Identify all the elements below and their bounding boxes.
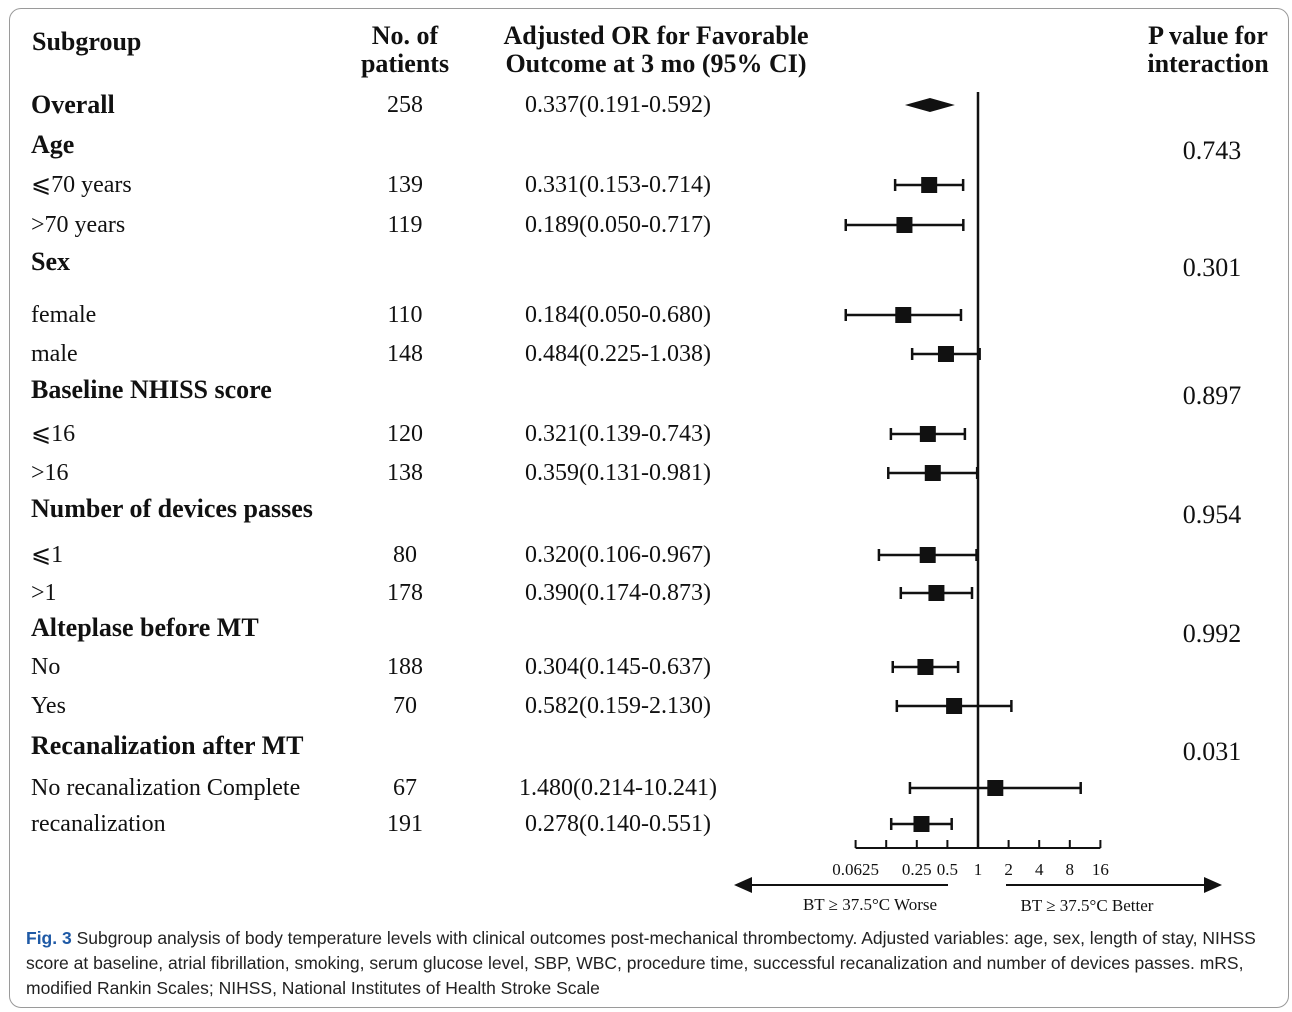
subgroup-heading: Overall (31, 90, 115, 119)
subgroup-heading: Age (31, 130, 75, 159)
better-arrow-head (1204, 877, 1222, 893)
patient-count: 138 (387, 460, 423, 486)
x-tick-label: 8 (1066, 860, 1075, 879)
point-estimate (913, 816, 930, 832)
header-patients-line1: No. of (371, 21, 439, 50)
header-or: Adjusted OR for Favorable Outcome at 3 m… (478, 22, 834, 78)
point-estimate (917, 659, 934, 675)
subgroup-label: ⩽1 (31, 542, 64, 568)
subgroup-label: >70 years (31, 212, 126, 238)
point-estimate (895, 307, 912, 323)
or-estimate: 0.189(0.050-0.717) (525, 212, 711, 238)
point-estimate (937, 346, 954, 362)
subgroup-label: ⩽70 years (31, 172, 132, 198)
point-estimate (919, 426, 936, 442)
header-patients-line2: patients (360, 49, 450, 78)
header-subgroup: Subgroup (32, 27, 142, 56)
patient-count: 67 (393, 775, 417, 801)
caption-text: Subgroup analysis of body temperature le… (26, 928, 1256, 998)
x-tick-label: 2 (1004, 860, 1013, 879)
subgroup-label: >16 (31, 460, 69, 486)
or-estimate: 0.331(0.153-0.714) (525, 172, 711, 198)
point-estimate (946, 698, 963, 714)
or-estimate: 0.321(0.139-0.743) (525, 421, 711, 447)
or-estimate: 0.582(0.159-2.130) (525, 693, 711, 719)
or-estimate: 0.304(0.145-0.637) (525, 654, 711, 680)
point-estimate (896, 217, 913, 233)
caption-label: Fig. 3 (26, 928, 72, 948)
figure-caption: Fig. 3 Subgroup analysis of body tempera… (26, 926, 1276, 1001)
patient-count: 258 (387, 92, 423, 118)
subgroup-heading: Baseline NHISS score (31, 375, 272, 404)
patient-count: 70 (393, 693, 417, 719)
subgroup-heading: Alteplase before MT (31, 613, 259, 642)
interaction-p-value: 0.031 (1182, 737, 1242, 766)
worse-arrow-head (734, 877, 752, 893)
interaction-p-value: 0.992 (1182, 619, 1242, 648)
subgroup-heading: Number of devices passes (31, 494, 313, 523)
better-arrow-label: BT ≥ 37.5°C Better (1021, 896, 1154, 915)
or-estimate: 0.184(0.050-0.680) (525, 302, 711, 328)
or-estimate: 0.359(0.131-0.981) (525, 460, 711, 486)
point-estimate (921, 177, 938, 193)
header-pvalue: P value for interaction (1130, 22, 1286, 78)
patient-count: 119 (387, 212, 423, 238)
x-tick-label: 16 (1092, 860, 1109, 879)
subgroup-heading: Sex (31, 247, 70, 276)
or-estimate: 0.390(0.174-0.873) (525, 580, 711, 606)
header-pvalue-line2: interaction (1147, 49, 1269, 78)
interaction-p-value: 0.897 (1182, 381, 1242, 410)
header-or-line2: Outcome at 3 mo (95% CI) (505, 49, 807, 78)
subgroup-label: Yes (31, 693, 66, 719)
interaction-p-value: 0.954 (1182, 500, 1242, 529)
or-estimate: 1.480(0.214-10.241) (519, 775, 717, 801)
subgroup-heading: Recanalization after MT (31, 731, 304, 760)
x-tick-label: 0.0625 (832, 860, 879, 879)
patient-count: 178 (387, 580, 423, 606)
subgroup-label: female (31, 302, 97, 328)
header-patients: No. of patients (352, 22, 458, 78)
worse-arrow-label: BT ≥ 37.5°C Worse (803, 895, 937, 914)
or-estimate: 0.337(0.191-0.592) (525, 92, 711, 118)
patient-count: 148 (387, 341, 423, 367)
overall-diamond (904, 98, 955, 112)
header-or-line1: Adjusted OR for Favorable (503, 21, 809, 50)
subgroup-label: ⩽16 (31, 421, 76, 447)
subgroup-label: No recanalization Complete (31, 775, 301, 801)
x-tick-label: 0.25 (902, 860, 932, 879)
subgroup-label: male (31, 341, 78, 367)
patient-count: 191 (387, 811, 423, 837)
x-tick-label: 1 (974, 860, 983, 879)
patient-count: 80 (393, 542, 417, 568)
point-estimate (919, 547, 936, 563)
x-tick-label: 4 (1035, 860, 1044, 879)
subgroup-label: No (31, 654, 61, 680)
point-estimate (987, 780, 1004, 796)
interaction-p-value: 0.301 (1182, 253, 1242, 282)
or-estimate: 0.484(0.225-1.038) (525, 341, 711, 367)
interaction-p-value: 0.743 (1182, 136, 1242, 165)
subgroup-label: recanalization (31, 811, 166, 837)
or-estimate: 0.278(0.140-0.551) (525, 811, 711, 837)
patient-count: 110 (387, 302, 423, 328)
patient-count: 120 (387, 421, 423, 447)
point-estimate (924, 465, 941, 481)
x-tick-label: 0.5 (937, 860, 958, 879)
patient-count: 139 (387, 172, 423, 198)
header-pvalue-line1: P value for (1148, 21, 1268, 50)
or-estimate: 0.320(0.106-0.967) (525, 542, 711, 568)
patient-count: 188 (387, 654, 423, 680)
point-estimate (928, 585, 945, 601)
figure-frame (9, 8, 1289, 1008)
subgroup-label: >1 (31, 580, 57, 606)
